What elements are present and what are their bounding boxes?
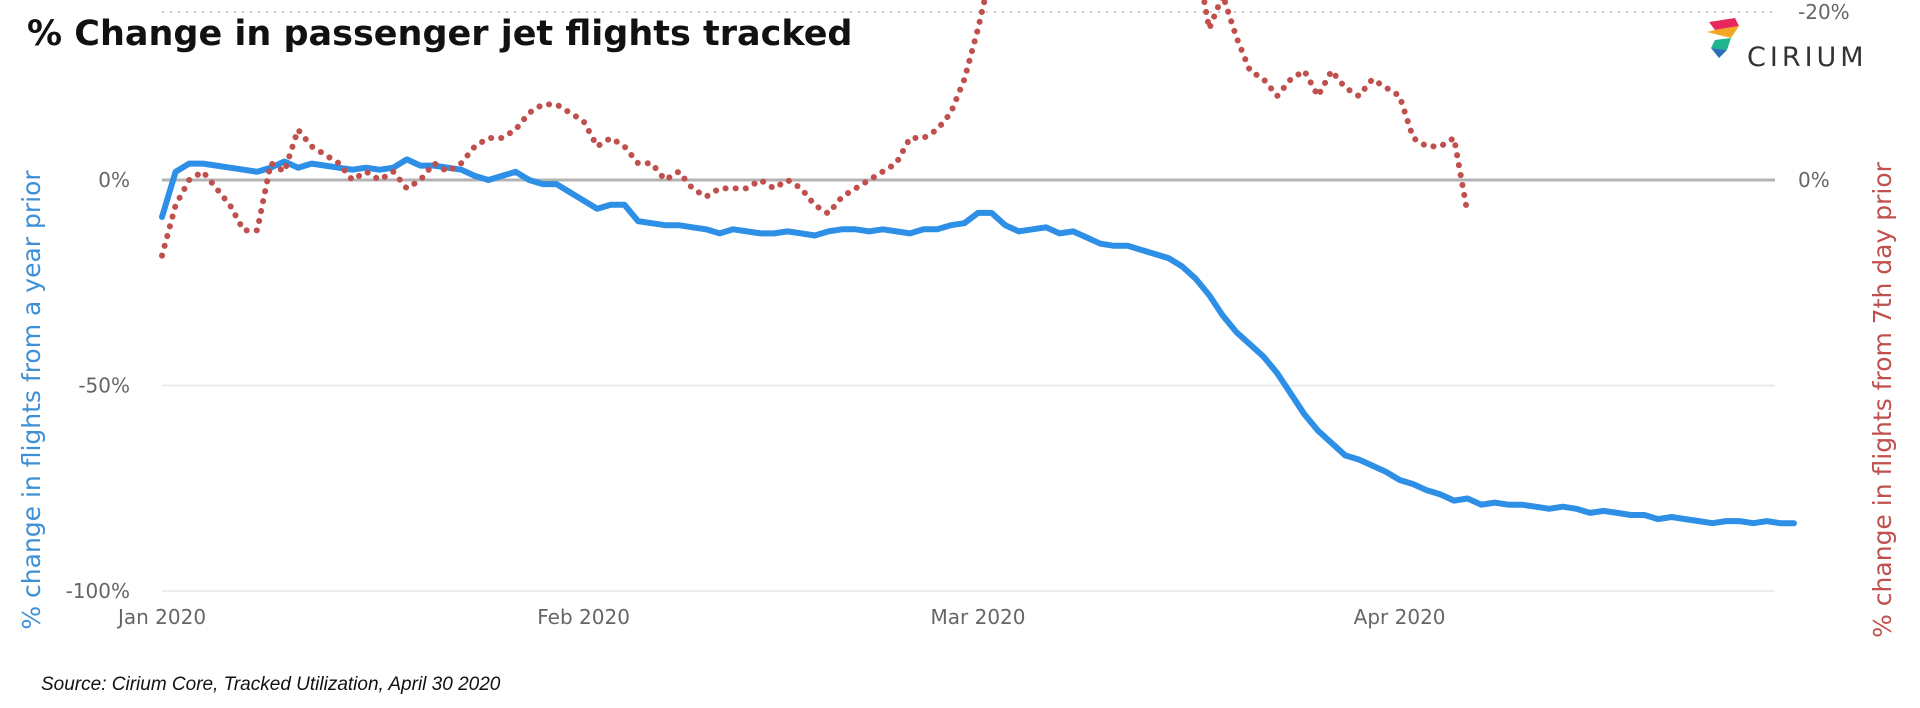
- chart-title: % Change in passenger jet flights tracke…: [27, 14, 853, 54]
- cirium-logo: CIRIUM: [1705, 18, 1905, 78]
- x-tick-label: Feb 2020: [537, 605, 630, 629]
- left-tick-label: -50%: [78, 374, 130, 398]
- right-tick-label: 0%: [1798, 168, 1830, 192]
- logo-text: CIRIUM: [1747, 42, 1868, 73]
- source-note: Source: Cirium Core, Tracked Utilization…: [41, 674, 501, 695]
- right-axis-label: % change in flights from 7th day prior: [1868, 161, 1897, 638]
- series-line-7th-day-prior: [159, 0, 1471, 259]
- x-tick-label: Jan 2020: [116, 605, 206, 629]
- series-line-year-prior: [159, 156, 1797, 527]
- x-tick-label: Mar 2020: [931, 605, 1026, 629]
- right-tick-label: -20%: [1798, 0, 1850, 24]
- left-tick-label: 0%: [98, 168, 130, 192]
- gridlines: [162, 11, 1775, 592]
- x-tick-label: Apr 2020: [1354, 605, 1446, 629]
- cirium-logo-icon: [1707, 18, 1739, 58]
- left-axis-label: % change in flights from a year prior: [17, 170, 46, 630]
- series-lines: [159, 0, 1797, 527]
- left-tick-label: -100%: [66, 579, 130, 603]
